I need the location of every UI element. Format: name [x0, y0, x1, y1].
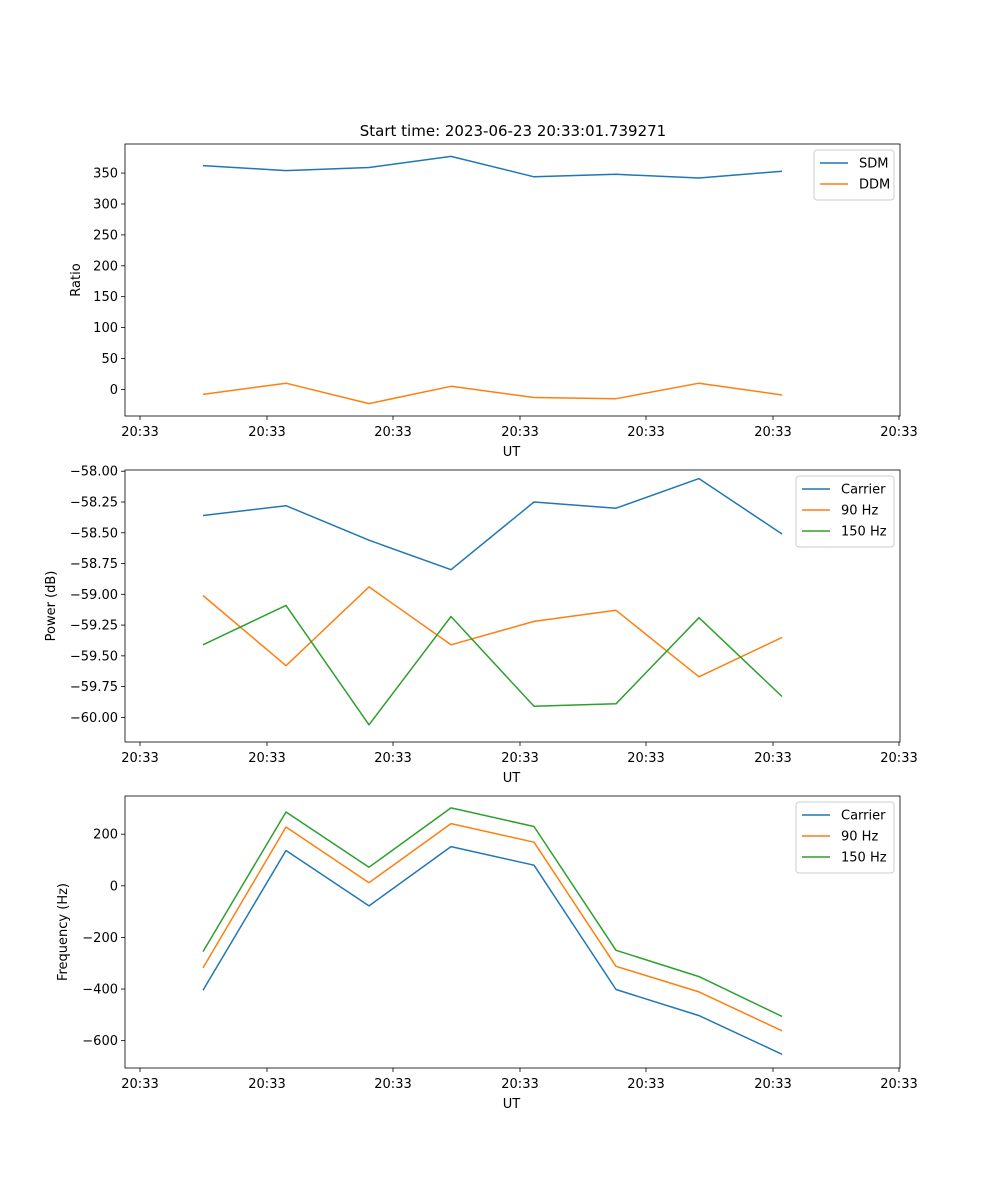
x-tick-label: 20:33: [248, 1077, 285, 1092]
y-tick-label: −200: [82, 931, 118, 946]
y-tick-label: 0: [110, 383, 118, 398]
axes-frame: [124, 469, 901, 743]
y-tick-label: −400: [82, 983, 118, 998]
y-tick-label: −58.25: [70, 496, 118, 511]
y-tick-label: −600: [82, 1034, 118, 1049]
x-axis-label: UT: [503, 1097, 521, 1112]
series-line-90-hz: [202, 822, 783, 1032]
frequency-subplot: 20:33 20:33 20:33 20:33 20:33 20:33 20:33 −600 −…: [56, 795, 918, 1112]
series-line-90-hz: [202, 586, 783, 678]
legend-label: 150 Hz: [841, 851, 887, 866]
x-tick-label: 20:33: [248, 751, 285, 766]
x-tick-label: 20:33: [880, 425, 917, 440]
y-tick-label: 250: [93, 228, 118, 243]
x-tick-label: 20:33: [754, 425, 791, 440]
x-tick-label: 20:33: [501, 1077, 538, 1092]
y-tick-label: −58.75: [70, 557, 118, 572]
y-axis-label: Power (dB): [44, 571, 59, 642]
x-tick-label: 20:33: [121, 1077, 158, 1092]
legend-box: [795, 801, 895, 874]
legend-label: Carrier: [841, 483, 886, 498]
y-axis-label: Ratio: [69, 263, 84, 296]
x-axis-label: UT: [503, 771, 521, 786]
figure-title: Start time: 2023-06-23 20:33:01.739271: [360, 122, 666, 140]
series-line-150-hz: [202, 604, 783, 726]
legend-label: 90 Hz: [841, 504, 878, 519]
power-subplot: 20:33 20:33 20:33 20:33 20:33 20:33 20:33 −60.0…: [44, 465, 918, 786]
x-tick-label: 20:33: [627, 425, 664, 440]
y-tick-label: 350: [93, 167, 118, 182]
x-tick-label: 20:33: [248, 425, 285, 440]
x-tick-label: 20:33: [374, 425, 411, 440]
x-tick-label: 20:33: [754, 1077, 791, 1092]
legend-label: 90 Hz: [841, 830, 878, 845]
x-tick-label: 20:33: [374, 751, 411, 766]
x-tick-label: 20:33: [880, 751, 917, 766]
y-tick-label: −59.50: [70, 649, 118, 664]
series-line-carrier: [202, 477, 783, 571]
y-tick-label: −60.00: [70, 711, 118, 726]
series-line-ddm: [202, 382, 783, 405]
x-tick-label: 20:33: [880, 1077, 917, 1092]
legend-label: DDM: [859, 178, 890, 193]
x-tick-label: 20:33: [374, 1077, 411, 1092]
legend-label: SDM: [859, 157, 888, 172]
y-tick-label: 0: [110, 879, 118, 894]
legend-label: 150 Hz: [841, 525, 887, 540]
y-tick-label: 300: [93, 197, 118, 212]
series-line-150-hz: [202, 807, 783, 1018]
ratio-subplot: 20:33 20:33 20:33 20:33 20:33 20:33 20:33 0 50 10…: [69, 143, 918, 460]
x-tick-label: 20:33: [501, 425, 538, 440]
y-axis-label: Frequency (Hz): [56, 883, 71, 981]
x-axis-label: UT: [503, 445, 521, 460]
x-tick-label: 20:33: [627, 1077, 664, 1092]
y-tick-label: −59.00: [70, 588, 118, 603]
series-line-carrier: [202, 845, 783, 1055]
axes-frame: [124, 795, 901, 1069]
x-tick-label: 20:33: [627, 751, 664, 766]
y-tick-label: 50: [101, 352, 118, 367]
x-tick-label: 20:33: [121, 751, 158, 766]
legend-box: [795, 475, 895, 548]
y-tick-label: −59.75: [70, 680, 118, 695]
y-tick-label: 100: [93, 321, 118, 336]
y-tick-label: 200: [93, 828, 118, 843]
series-line-sdm: [202, 155, 783, 179]
legend-label: Carrier: [841, 809, 886, 824]
x-tick-label: 20:33: [501, 751, 538, 766]
y-tick-label: −58.50: [70, 526, 118, 541]
y-tick-label: −59.25: [70, 619, 118, 634]
y-tick-label: 200: [93, 259, 118, 274]
y-tick-label: −58.00: [70, 465, 118, 480]
axes-frame: [124, 143, 901, 417]
x-tick-label: 20:33: [121, 425, 158, 440]
x-tick-label: 20:33: [754, 751, 791, 766]
y-tick-label: 150: [93, 290, 118, 305]
